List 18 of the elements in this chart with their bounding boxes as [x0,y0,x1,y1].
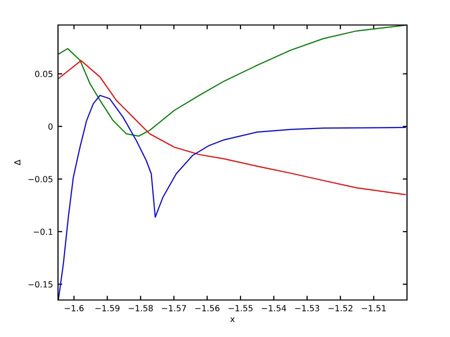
x-tick-label: −1.53 [295,305,320,312]
y-tick-label: 0.05 [35,70,52,78]
x-tick-label: −1.57 [162,305,186,312]
x-tick-label: −1.58 [128,305,153,312]
y-tick-label: −0.15 [28,281,52,288]
x-tick-label: −1.52 [328,305,352,312]
x-axis-title: x [230,317,235,322]
y-axis-title: Δ [14,160,20,166]
x-tick-label: −1.6 [64,305,84,312]
line-series [58,60,406,196]
x-tick-label: −1.59 [95,305,120,312]
x-tick-label: −1.54 [262,305,286,312]
x-tick-label: −1.51 [362,305,386,312]
y-tick-label: 0 [48,123,53,130]
y-tick-label: −0.05 [28,176,52,182]
x-tick-label: −1.56 [195,305,220,312]
y-tick-label: −0.1 [34,228,52,235]
x-tick-label: −1.55 [228,305,253,312]
